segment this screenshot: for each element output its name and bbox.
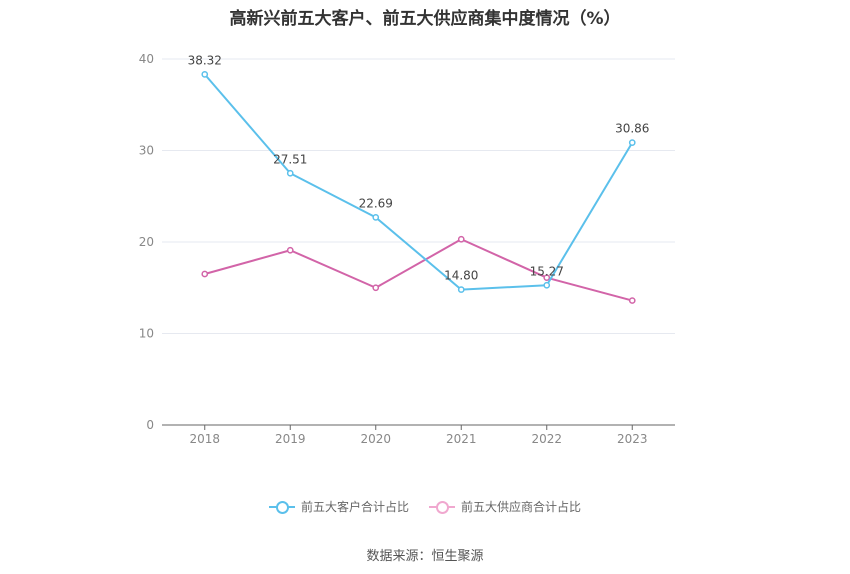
data-label-2023: 30.86 bbox=[615, 122, 649, 136]
legend-marker-suppliers bbox=[429, 500, 455, 514]
data-label-2020: 22.69 bbox=[359, 196, 393, 210]
y-tick-label-20: 20 bbox=[139, 235, 154, 249]
series-1-point-2020 bbox=[372, 284, 380, 292]
x-tick-label-2018: 2018 bbox=[189, 432, 220, 446]
y-tick-label-0: 0 bbox=[146, 418, 154, 432]
y-tick-label-10: 10 bbox=[139, 327, 154, 341]
legend-marker-customers bbox=[268, 500, 295, 514]
series-1-point-2019 bbox=[286, 246, 294, 254]
series-1-point-2023 bbox=[628, 297, 636, 304]
x-tick-label-2019: 2019 bbox=[275, 432, 306, 446]
series-0-point-2021 bbox=[457, 286, 465, 293]
data-source: 数据来源：恒生聚源 bbox=[366, 549, 484, 564]
series-line-1 bbox=[204, 238, 633, 302]
series-line-0 bbox=[203, 73, 634, 291]
x-tick-label-2021: 2021 bbox=[446, 432, 477, 446]
legend-item-customers[interactable]: 前五大客户合计占比 bbox=[268, 498, 409, 515]
chart-title: 高新兴前五大客户、前五大供应商集中度情况（%） bbox=[229, 9, 621, 29]
series-1-point-2021 bbox=[457, 235, 465, 243]
series-0-point-2019 bbox=[286, 169, 294, 177]
data-label-2018: 38.32 bbox=[188, 53, 222, 67]
legend-label-customers: 前五大客户合计占比 bbox=[300, 500, 409, 514]
series-0-point-2022 bbox=[543, 281, 551, 289]
x-tick-label-2020: 2020 bbox=[360, 432, 391, 446]
series-0-point-2023 bbox=[628, 139, 636, 146]
x-tick-label-2022: 2022 bbox=[531, 432, 562, 446]
legend-item-suppliers[interactable]: 前五大供应商合计占比 bbox=[429, 498, 581, 515]
series-1-point-2022 bbox=[543, 274, 551, 282]
x-tick-label-2023: 2023 bbox=[617, 432, 648, 446]
series-0-point-2020 bbox=[372, 214, 380, 221]
y-tick-label-40: 40 bbox=[139, 52, 154, 66]
data-label-2019: 27.51 bbox=[273, 152, 307, 166]
legend-label-suppliers: 前五大供应商合计占比 bbox=[461, 500, 582, 514]
y-tick-label-30: 30 bbox=[139, 144, 154, 158]
data-label-2021: 14.80 bbox=[444, 269, 478, 283]
series-1-point-2018 bbox=[201, 270, 209, 278]
data-label-2022: 15.27 bbox=[530, 264, 564, 278]
legend: 前五大客户合计占比 前五大供应商合计占比 bbox=[0, 498, 850, 515]
series-0-point-2018 bbox=[201, 71, 209, 78]
